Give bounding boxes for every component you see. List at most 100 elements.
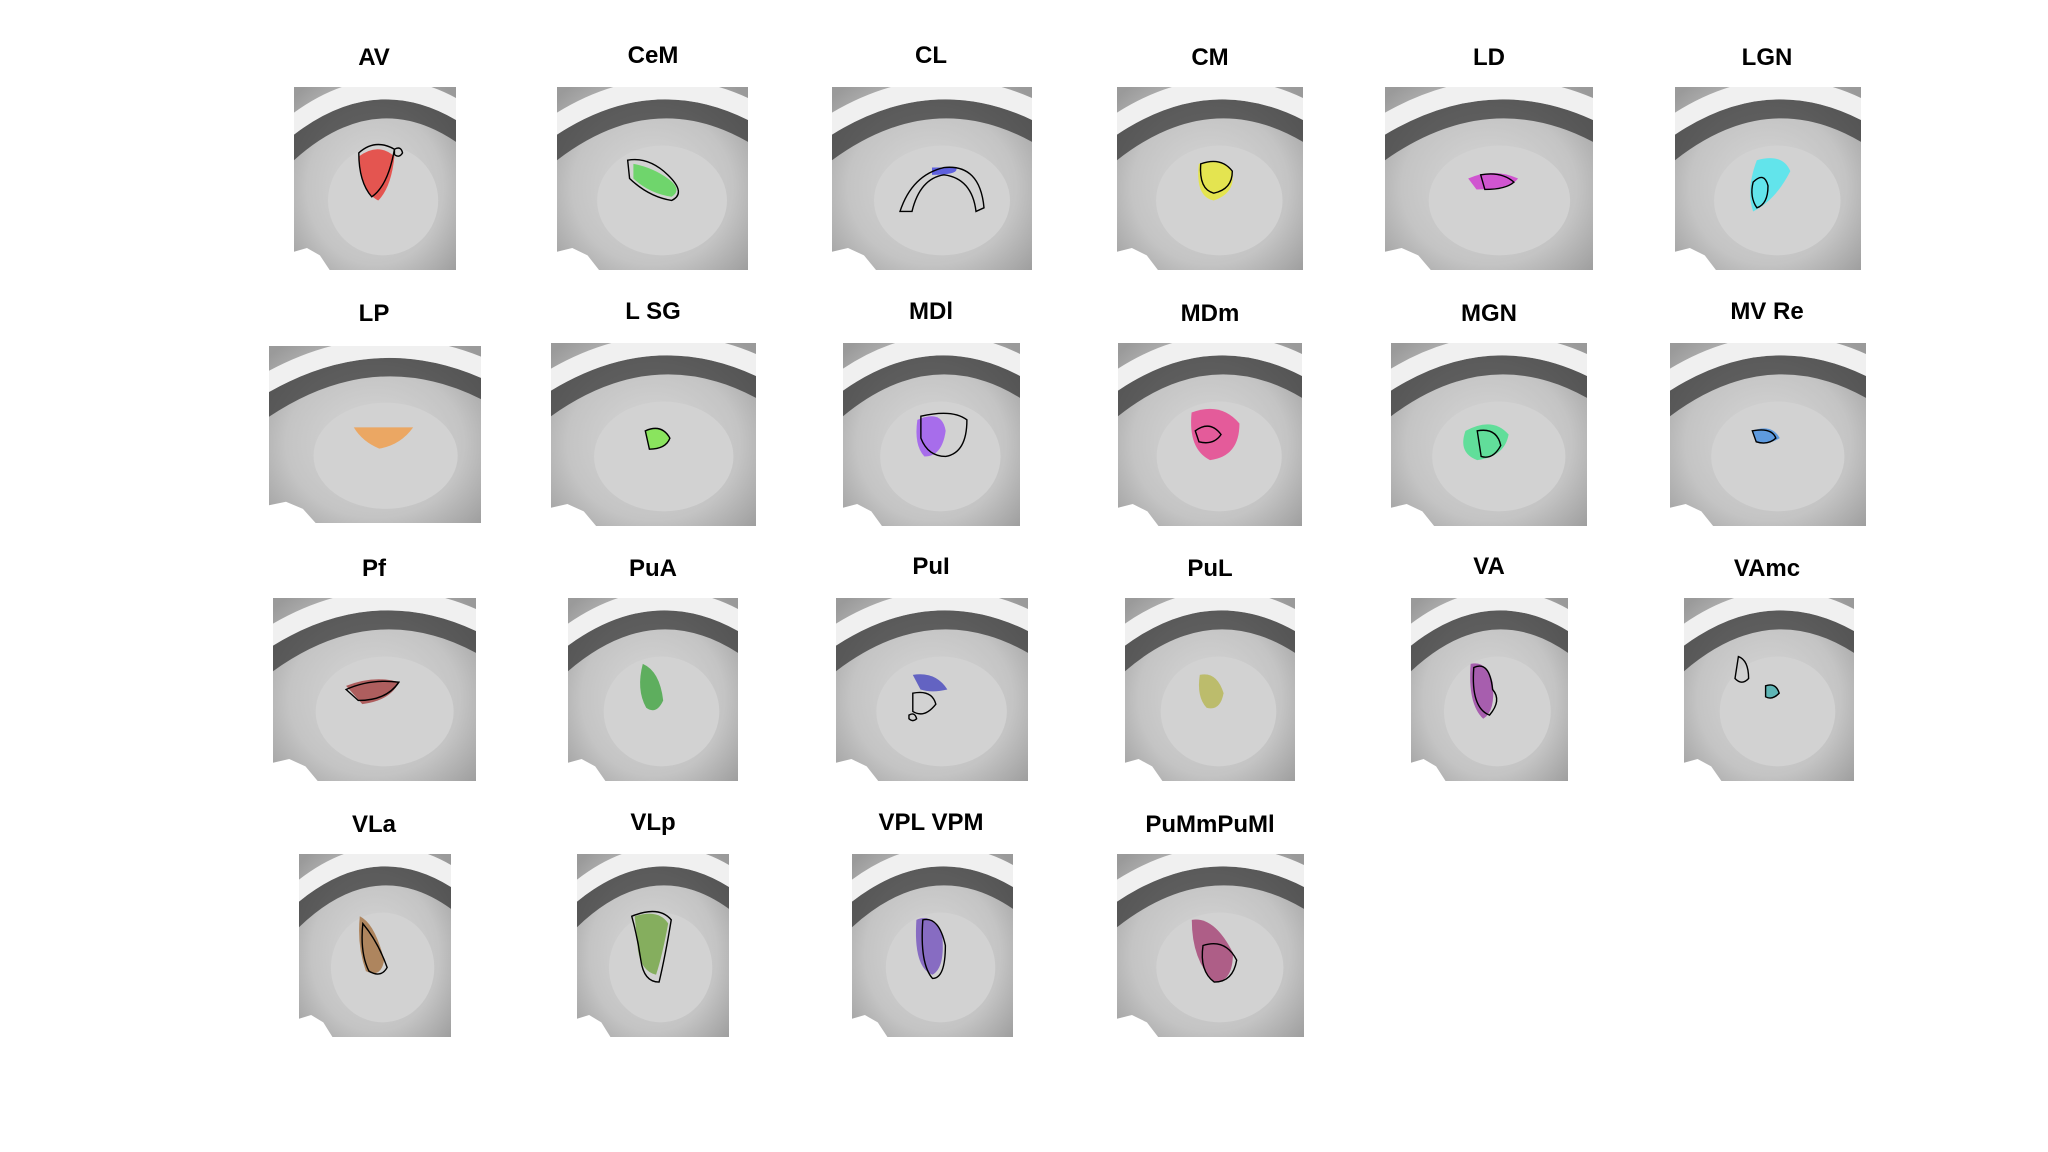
white-matter-shape	[836, 598, 1028, 646]
ventricle-shape	[273, 610, 476, 672]
region-outline	[645, 428, 670, 449]
thalamus-shape	[313, 402, 458, 509]
mri-slice-mv-re	[1670, 343, 1866, 526]
ventricle-shape	[1675, 99, 1861, 161]
ventricle-shape	[568, 610, 738, 672]
white-matter-shape	[568, 598, 738, 646]
thalamus-shape	[315, 656, 454, 767]
panel-title: MV Re	[1730, 298, 1804, 325]
mask-edge-shape	[557, 248, 600, 270]
panel-title: VLa	[351, 811, 396, 838]
thalamus-shape	[330, 912, 435, 1023]
region-outline	[1195, 426, 1221, 443]
mask-edge-shape	[273, 759, 318, 781]
ventricle-shape	[299, 866, 451, 928]
thalamus-shape	[1719, 656, 1836, 767]
panel-title: VA	[1473, 553, 1505, 580]
region-overlay	[1191, 408, 1240, 461]
ventricle-shape	[1391, 355, 1587, 417]
mask-edge-shape	[1675, 248, 1716, 270]
mri-slice-pf	[273, 598, 476, 781]
white-matter-shape	[273, 598, 476, 646]
white-matter-shape	[1411, 598, 1568, 646]
panel-title: CeM	[627, 42, 679, 69]
region-outline	[1481, 174, 1514, 190]
white-matter-shape	[1684, 598, 1854, 646]
ventricle-shape	[843, 355, 1020, 417]
mri-slice-pul	[1125, 598, 1295, 781]
region-outline	[909, 692, 936, 720]
thalamus-shape	[1156, 145, 1283, 256]
region-outline	[1473, 666, 1496, 715]
thalamus-shape	[1714, 145, 1841, 256]
region-overlay	[640, 663, 664, 711]
ventricle-shape	[1117, 99, 1303, 161]
white-matter-shape	[1117, 854, 1304, 902]
panel-title: PuA	[629, 555, 677, 582]
panel-title: AV	[358, 44, 390, 71]
mri-slice-cm	[1117, 87, 1303, 270]
region-outline	[1752, 177, 1768, 207]
mri-slice-mdl	[843, 343, 1020, 526]
ventricle-shape	[557, 99, 748, 161]
mri-slice-va	[1411, 598, 1568, 781]
ventricle-shape	[852, 866, 1013, 928]
panel-title: VAmc	[1733, 555, 1801, 582]
white-matter-shape	[1675, 87, 1861, 135]
mask-edge-shape	[1411, 759, 1446, 781]
mri-slice-vpl-vpm	[852, 854, 1013, 1037]
region-overlay	[912, 674, 948, 692]
thalamus-shape	[608, 912, 713, 1023]
mri-slice-mgn	[1391, 343, 1587, 526]
white-matter-shape	[269, 346, 481, 393]
panel-title: PuMmPuMl	[1145, 811, 1275, 838]
mask-edge-shape	[1391, 504, 1435, 526]
region-outline	[362, 924, 387, 975]
thalamus-shape	[594, 401, 734, 512]
region-outline	[346, 681, 399, 700]
ventricle-shape	[1684, 610, 1854, 672]
region-overlay	[353, 427, 414, 449]
mri-slice-ld	[1385, 87, 1593, 270]
panel-title: LGN	[1741, 44, 1793, 71]
thalamus-shape	[603, 656, 720, 767]
region-outline	[1477, 430, 1501, 457]
mri-slice-lgn	[1675, 87, 1861, 270]
mask-edge-shape	[836, 759, 879, 781]
white-matter-shape	[577, 854, 729, 902]
panel-title: MGN	[1461, 300, 1517, 327]
mask-edge-shape	[1385, 248, 1431, 270]
white-matter-shape	[551, 343, 756, 391]
region-overlay	[1191, 919, 1233, 983]
panel-title: MDl	[909, 298, 953, 325]
region-overlay	[1470, 663, 1494, 719]
white-matter-shape	[557, 87, 748, 135]
region-outline	[900, 167, 984, 211]
region-overlay	[645, 428, 670, 450]
white-matter-shape	[299, 854, 451, 902]
ventricle-shape	[294, 99, 456, 161]
mri-slice-pua	[568, 598, 738, 781]
mri-slice-av	[294, 87, 456, 270]
white-matter-shape	[843, 343, 1020, 391]
mri-slice-cem	[557, 87, 748, 270]
ventricle-shape	[832, 99, 1032, 161]
region-overlay	[1752, 428, 1780, 444]
mask-edge-shape	[1118, 504, 1159, 526]
ventricle-shape	[836, 610, 1028, 672]
mri-slice-mdm	[1118, 343, 1302, 526]
mask-edge-shape	[568, 759, 606, 781]
mask-edge-shape	[299, 1015, 333, 1037]
thalamus-shape	[1160, 656, 1277, 767]
region-overlay	[346, 679, 399, 705]
mri-slice-l-sg	[551, 343, 756, 526]
panel-title: PuI	[912, 553, 950, 580]
region-outline	[922, 919, 945, 978]
ventricle-shape	[1670, 355, 1866, 417]
thalamus-shape	[1443, 656, 1551, 767]
mask-edge-shape	[1684, 759, 1722, 781]
panel-title: PuL	[1187, 555, 1233, 582]
panel-title: L SG	[625, 298, 681, 325]
panel-title: LD	[1473, 44, 1505, 71]
panel-title: Pf	[362, 555, 386, 582]
